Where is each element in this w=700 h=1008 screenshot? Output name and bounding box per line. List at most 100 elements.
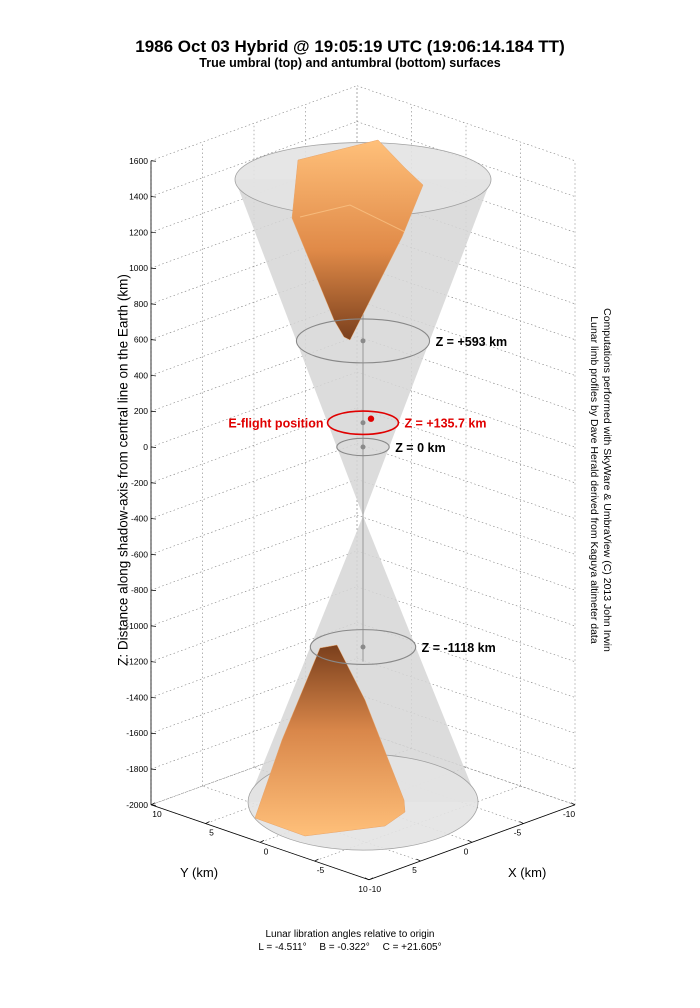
x-tick-label: -10 xyxy=(563,809,576,819)
libration-L: L = -4.511° xyxy=(258,942,307,953)
z-ring xyxy=(326,410,400,436)
y-tick xyxy=(150,802,156,806)
y-tick-label: 0 xyxy=(264,846,269,856)
annotation-label: Z = -1118 km xyxy=(422,641,496,655)
z-tick-label: 600 xyxy=(134,335,148,345)
z-tick xyxy=(150,625,157,627)
annotation-label: Z = +593 km xyxy=(436,335,508,349)
x-tick-label: 5 xyxy=(412,865,417,875)
z-tick-label: 200 xyxy=(134,406,148,416)
libration-C: C = +21.605° xyxy=(382,942,442,953)
z-tick xyxy=(150,518,157,520)
z-tick-label: -1200 xyxy=(126,657,148,667)
x-axis-label: X (km) xyxy=(508,865,546,880)
grid-line xyxy=(150,192,358,269)
grid-line xyxy=(356,622,576,698)
z-tick xyxy=(150,231,157,234)
z-tick-label: -1000 xyxy=(126,621,148,631)
grid-line xyxy=(356,157,576,233)
eflight-marker xyxy=(367,415,375,422)
libration-footer: Lunar libration angles relative to origi… xyxy=(0,928,700,954)
z-tick-label: -800 xyxy=(131,585,148,595)
z-tick xyxy=(150,160,157,162)
grid-line xyxy=(150,157,358,233)
grid-line xyxy=(150,622,358,698)
annotation-label: Z = +135.7 km xyxy=(404,417,486,431)
z-tick-label: -400 xyxy=(131,514,148,524)
z-tick xyxy=(150,267,157,269)
z-marker xyxy=(360,644,366,650)
grid-line xyxy=(356,514,576,591)
annotation-label: Z = 0 km xyxy=(395,441,445,455)
z-tick-label: 0 xyxy=(143,442,148,452)
grid-line xyxy=(150,657,358,734)
z-tick-label: 800 xyxy=(134,299,148,309)
z-tick xyxy=(150,375,157,377)
grid-line xyxy=(356,407,576,484)
grid-line xyxy=(356,729,576,806)
y-tick xyxy=(259,839,265,843)
z-tick xyxy=(150,697,157,699)
grid-line xyxy=(356,264,576,340)
grid-line xyxy=(150,443,358,519)
z-tick-label: -1400 xyxy=(126,692,148,702)
grid-line xyxy=(150,300,358,376)
x-tick xyxy=(519,821,524,824)
x-tick xyxy=(570,802,576,806)
grid-line xyxy=(356,300,576,376)
credit-line-1: Computations performed with SkyWare & Um… xyxy=(601,308,613,652)
z-marker xyxy=(360,338,366,344)
libration-values: L = -4.511° B = -0.322° C = +21.605° xyxy=(0,941,700,954)
z-marker xyxy=(360,444,366,450)
grid-line xyxy=(356,443,576,519)
z-tick xyxy=(150,661,157,663)
grid-line xyxy=(150,550,358,627)
x-tick-label: -5 xyxy=(514,828,522,838)
z-tick xyxy=(150,553,157,556)
grid-line xyxy=(356,479,576,555)
grid-line xyxy=(150,335,358,412)
grid-line xyxy=(314,785,521,862)
umbral-surface xyxy=(291,139,424,341)
grid-line xyxy=(356,335,576,412)
z-tick-label: -1600 xyxy=(126,728,148,738)
z-marker xyxy=(360,420,366,426)
z-tick-label: -1800 xyxy=(126,764,148,774)
z-tick xyxy=(150,303,157,305)
grid-line xyxy=(356,192,576,269)
antumbral-surface xyxy=(254,644,406,837)
chart-subtitle: True umbral (top) and antumbral (bottom)… xyxy=(199,56,501,70)
y-tick xyxy=(205,821,210,824)
grid-line xyxy=(150,479,358,555)
z-tick-labels: 1600 1400 1200 1000 800 600 400 200 0 -200 -400 -60… xyxy=(126,156,157,810)
grid-line xyxy=(150,371,358,448)
z-tick-label: -2000 xyxy=(126,800,148,810)
y-tick xyxy=(314,858,319,862)
grid-line xyxy=(150,586,358,662)
grid-line xyxy=(150,121,358,197)
z-tick xyxy=(150,732,157,735)
z-ring xyxy=(309,629,417,665)
grid-line xyxy=(150,407,358,484)
credit-line-2: Lunar limb profiles by Dave Herald deriv… xyxy=(588,316,600,644)
y-tick-label: -5 xyxy=(317,865,325,875)
z-tick xyxy=(150,768,157,770)
grid-line xyxy=(356,586,576,662)
x-tick-label: 10 xyxy=(358,884,368,894)
y-tick-label: 5 xyxy=(209,828,214,838)
chart-title: 1986 Oct 03 Hybrid @ 19:05:19 UTC (19:06… xyxy=(135,37,565,56)
z-tick xyxy=(150,410,157,413)
x-tick xyxy=(364,877,370,881)
grid-line xyxy=(356,85,576,162)
y-tick-label: 10 xyxy=(152,809,162,819)
z-axis-label: Z: Distance along shadow-axis from centr… xyxy=(115,274,131,666)
z-tick-label: 1400 xyxy=(129,192,148,202)
x-tick xyxy=(467,839,473,843)
grid-line xyxy=(150,264,358,340)
annotations: Z = +593 km Z = +135.7 km E-flight positio… xyxy=(228,318,508,665)
libration-B: B = -0.322° xyxy=(319,942,370,953)
grid-line xyxy=(150,514,358,591)
grid-line xyxy=(150,729,358,806)
